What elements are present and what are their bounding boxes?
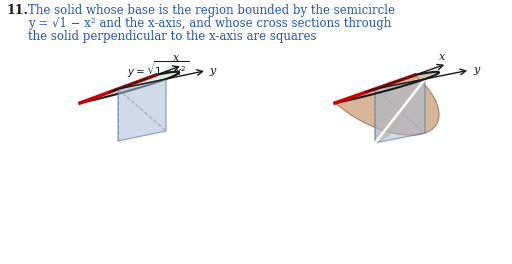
Polygon shape — [335, 72, 439, 135]
Text: y = √1 − x² and the x-axis, and whose cross sections through: y = √1 − x² and the x-axis, and whose cr… — [28, 17, 391, 30]
Polygon shape — [335, 72, 439, 103]
Polygon shape — [335, 75, 439, 135]
Text: x: x — [174, 53, 180, 63]
Text: the solid perpendicular to the x-axis are squares: the solid perpendicular to the x-axis ar… — [28, 30, 316, 43]
Text: 11.: 11. — [7, 4, 29, 17]
Text: x: x — [439, 52, 445, 62]
Text: y: y — [210, 65, 216, 76]
Polygon shape — [375, 75, 415, 143]
Text: $y = \sqrt{1-x^2}$: $y = \sqrt{1-x^2}$ — [126, 59, 189, 80]
Text: y: y — [473, 65, 479, 75]
Polygon shape — [118, 79, 166, 141]
Polygon shape — [375, 79, 425, 143]
Text: The solid whose base is the region bounded by the semicircle: The solid whose base is the region bound… — [28, 4, 395, 17]
Polygon shape — [80, 72, 179, 103]
